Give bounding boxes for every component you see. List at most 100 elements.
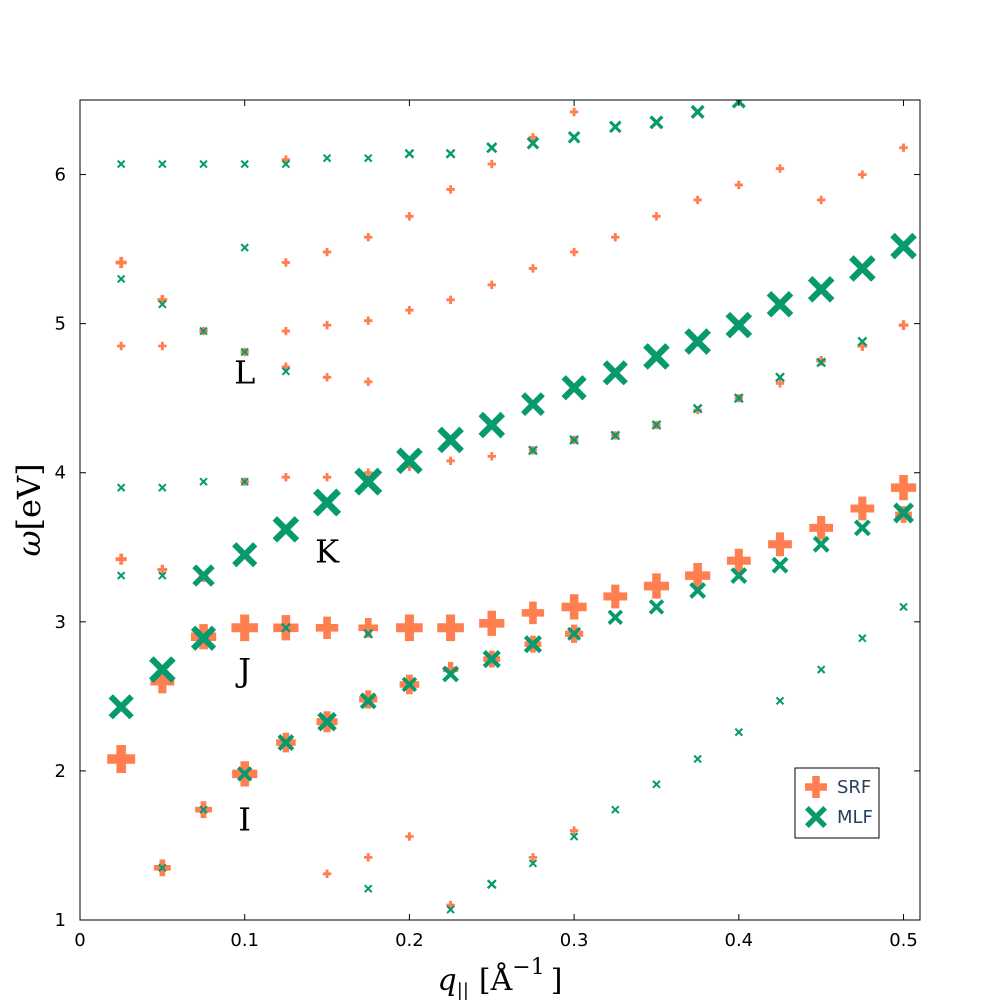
- data-point-mlf-27: [482, 649, 501, 669]
- data-point-mlf-75: [690, 104, 705, 119]
- data-point-mlf-41: [158, 571, 167, 580]
- x-axis-unit-close: ]: [551, 963, 563, 998]
- data-point-mlf-63: [199, 159, 208, 169]
- data-point-mlf-85: [569, 832, 579, 841]
- y-axis-title: ω[eV]: [10, 463, 48, 556]
- data-point-mlf-64: [240, 159, 249, 169]
- data-point-srf-16: [768, 532, 792, 557]
- data-point-srf-43: [157, 294, 168, 305]
- data-point-mlf-47: [569, 435, 580, 445]
- data-point-srf-69: [611, 232, 620, 242]
- data-point-srf-60: [898, 320, 909, 331]
- data-point-mlf-15: [684, 328, 711, 355]
- data-point-srf-64: [405, 306, 414, 315]
- data-point-mlf-48: [610, 430, 621, 441]
- data-point-mlf-61: [116, 159, 126, 169]
- data-point-mlf-20: [890, 232, 917, 260]
- data-point-srf-73: [775, 164, 785, 173]
- data-point-mlf-73: [608, 120, 622, 134]
- data-point-mlf-68: [404, 148, 415, 159]
- data-point-srf-47: [364, 468, 373, 477]
- data-point-srf-72: [734, 180, 744, 190]
- data-point-srf-15: [726, 548, 751, 573]
- x-tick-label: 0.2: [395, 930, 424, 951]
- data-point-srf-13: [643, 573, 670, 599]
- data-point-srf-65: [446, 295, 455, 304]
- data-point-mlf-53: [816, 357, 827, 368]
- y-axis-symbol: ω: [10, 530, 48, 556]
- data-point-mlf-72: [567, 130, 581, 144]
- data-point-srf-71: [693, 195, 702, 205]
- data-point-mlf-88: [446, 905, 455, 914]
- data-point-mlf-43: [158, 483, 167, 492]
- data-point-srf-74: [816, 195, 826, 205]
- data-point-mlf-69: [445, 148, 456, 159]
- data-point-srf-81: [446, 185, 455, 194]
- data-point-srf-85: [281, 155, 291, 164]
- data-point-mlf-42: [116, 483, 126, 492]
- region-label-l: L: [234, 353, 255, 391]
- data-point-srf-87: [364, 853, 373, 862]
- data-point-mlf-33: [730, 567, 748, 584]
- region-labels: L K J I: [234, 353, 340, 838]
- data-point-srf-32: [115, 553, 127, 565]
- data-point-srf-48: [405, 462, 414, 471]
- x-tick-label: 0.4: [725, 930, 754, 951]
- data-point-srf-68: [569, 247, 579, 257]
- data-point-mlf-67: [364, 153, 373, 163]
- data-point-mlf-26: [442, 665, 459, 683]
- data-point-srf-86: [322, 869, 332, 878]
- data-point-srf-46: [322, 473, 332, 482]
- data-point-srf-70: [652, 212, 661, 221]
- data-point-mlf-65: [281, 159, 291, 169]
- data-point-srf-7: [396, 614, 423, 642]
- region-label-j: J: [235, 652, 251, 690]
- data-point-mlf-29: [567, 626, 582, 641]
- x-tick-label: 0: [74, 930, 85, 951]
- data-point-mlf-32: [689, 582, 707, 599]
- y-axis-unit: [eV]: [10, 463, 48, 530]
- y-tick-label: 5: [55, 314, 66, 335]
- data-point-mlf-11: [521, 392, 545, 417]
- data-point-srf-10: [521, 601, 545, 625]
- legend-label-mlf: MLF: [837, 807, 873, 828]
- data-point-mlf-45: [240, 477, 249, 486]
- data-point-srf-80: [405, 212, 414, 221]
- legend-label-srf: SRF: [837, 777, 871, 798]
- data-point-srf-6: [358, 617, 379, 638]
- data-point-mlf-13: [602, 360, 628, 386]
- data-point-mlf-78: [858, 634, 867, 643]
- data-point-mlf-19: [849, 255, 876, 282]
- data-point-srf-78: [322, 247, 332, 257]
- y-tick-label: 3: [55, 612, 66, 633]
- plot-frame: [79, 99, 921, 921]
- data-point-mlf-9: [437, 426, 464, 454]
- data-point-srf-50: [487, 452, 496, 461]
- data-point-srf-5: [315, 616, 339, 639]
- data-point-mlf-44: [199, 477, 208, 486]
- data-point-mlf-70: [486, 142, 498, 154]
- x-axis-subscript: ||: [457, 980, 469, 1000]
- data-point-srf-18: [850, 496, 875, 521]
- data-point-mlf-56: [158, 300, 167, 309]
- data-point-srf-45: [281, 473, 291, 482]
- data-point-srf-91: [569, 826, 579, 835]
- x-axis-symbol: q: [438, 963, 457, 998]
- data-point-mlf-23: [317, 711, 337, 732]
- data-point-srf-35: [116, 341, 126, 351]
- data-point-mlf-79: [816, 665, 826, 674]
- data-point-mlf-62: [158, 159, 167, 169]
- data-point-srf-61: [281, 326, 291, 336]
- data-point-srf-0: [107, 744, 136, 773]
- series-mlf: [108, 100, 917, 914]
- data-point-mlf-55: [116, 274, 126, 284]
- data-point-mlf-24: [359, 692, 377, 710]
- data-point-srf-89: [446, 900, 455, 910]
- data-point-mlf-46: [528, 445, 538, 456]
- data-point-srf-1: [150, 669, 175, 694]
- data-point-mlf-77: [899, 602, 908, 612]
- legend-markers: [805, 776, 827, 828]
- data-point-mlf-66: [322, 153, 332, 163]
- y-tick-label: 4: [55, 463, 66, 484]
